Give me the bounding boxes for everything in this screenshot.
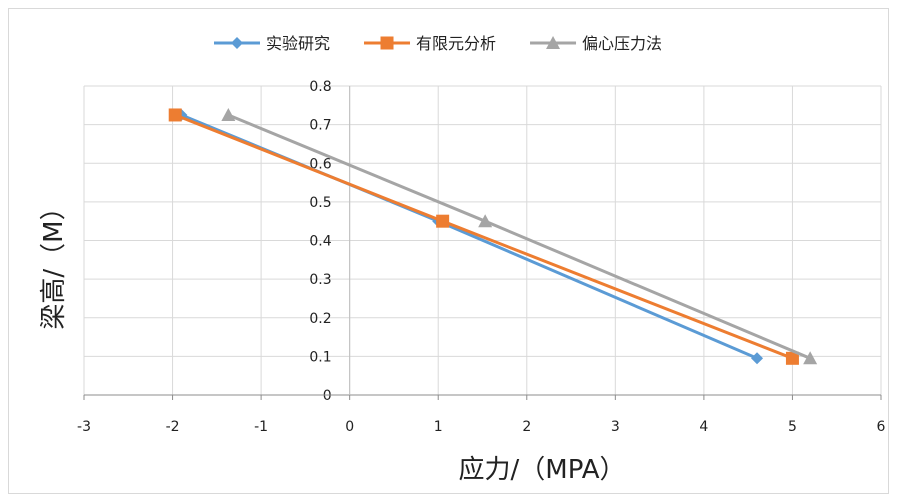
legend-swatch-marker	[380, 36, 394, 50]
legend-label: 偏心压力法	[582, 34, 662, 53]
x-tick-label: -3	[77, 419, 91, 435]
y-tick-label: 0.4	[309, 234, 331, 250]
series-2-point	[803, 351, 818, 365]
x-tick-label: -1	[254, 419, 268, 435]
chart-frame	[8, 8, 889, 494]
legend-item-1: 有限元分析	[364, 34, 496, 53]
series-0-point	[751, 352, 764, 365]
y-tick-label: 0.6	[309, 156, 331, 172]
x-tick-label: 5	[788, 419, 797, 435]
legend-item-0: 实验研究	[214, 34, 330, 53]
legend-layer: 实验研究 有限元分析 偏心压力法	[214, 34, 662, 53]
legend-item-2: 偏心压力法	[530, 34, 662, 53]
x-tick-label: 3	[611, 419, 620, 435]
y-tick-label: 0.8	[309, 79, 331, 95]
x-tick-label: 1	[434, 419, 443, 435]
series-2-point	[478, 214, 493, 228]
legend-label: 实验研究	[266, 34, 330, 53]
y-tick-label: 0.5	[309, 195, 331, 211]
y-tick-label: 0.3	[309, 272, 331, 288]
y-tick-label: 0.1	[309, 349, 331, 365]
x-tick-label: 4	[699, 419, 708, 435]
legend-label: 有限元分析	[416, 34, 496, 53]
series-2-point	[221, 107, 236, 121]
series-1-point	[785, 351, 799, 365]
x-tick-label: -2	[166, 419, 180, 435]
series-1-point	[436, 214, 450, 228]
series-layer	[168, 107, 818, 365]
x-tick-label: 2	[522, 419, 531, 435]
x-tick-label: 6	[877, 419, 886, 435]
x-axis-title: 应力/（MPA）	[459, 455, 626, 485]
y-tick-label: 0	[323, 388, 332, 404]
y-tick-label: 0.2	[309, 311, 331, 327]
legend-swatch-marker	[231, 37, 243, 49]
legend-swatch-marker	[546, 36, 561, 49]
series-1-point	[168, 108, 182, 122]
y-axis-title: 梁高/（M）	[39, 194, 69, 329]
y-tick-label: 0.7	[309, 118, 331, 134]
x-tick-label: 0	[345, 419, 354, 435]
grid-layer	[83, 85, 882, 395]
series-line-1	[174, 113, 793, 360]
axis-layer: -3 -2 -1 0 1 2 3 4 5 6 0 0.1 0.2 0.3 0.4 0.5 0.6 0.7 0.8	[77, 79, 886, 435]
